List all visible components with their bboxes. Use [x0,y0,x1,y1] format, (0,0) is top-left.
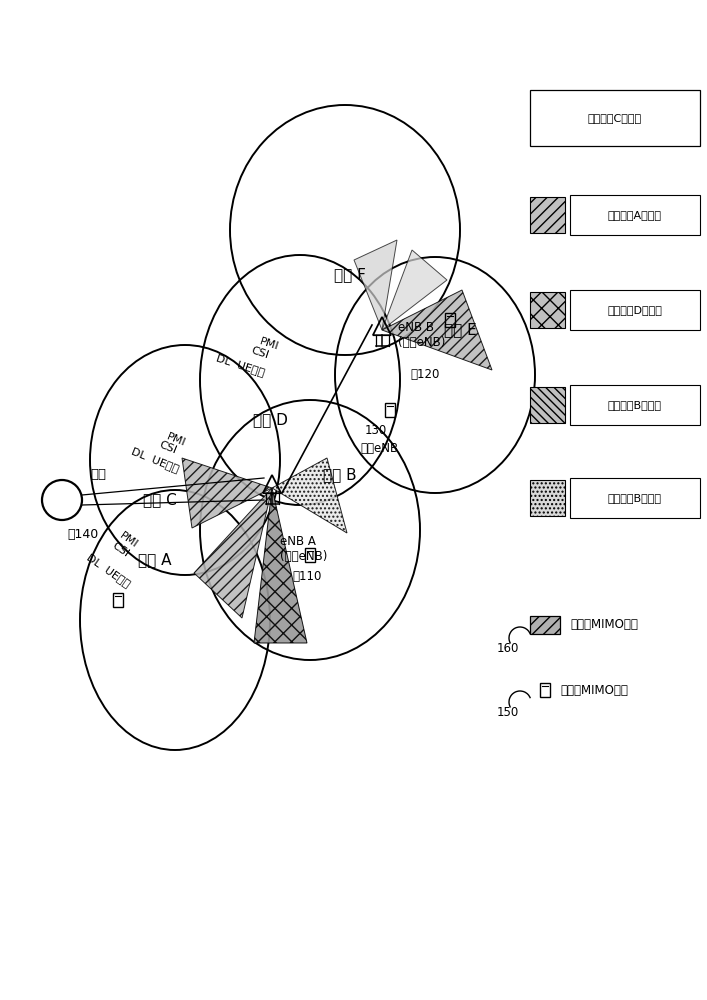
Text: 小区 D: 小区 D [252,412,288,428]
Text: ～140: ～140 [67,528,98,542]
Text: 130: 130 [365,424,387,436]
Bar [530,90,700,146]
Text: PMI: PMI [118,530,140,550]
Text: DL  UE数据: DL UE数据 [215,352,266,378]
Polygon shape [272,458,347,533]
Text: ～110: ～110 [292,570,322,583]
Bar [570,290,700,330]
Text: DL  UE数据: DL UE数据 [130,446,180,474]
Text: PMI: PMI [258,336,280,352]
Text: CSI: CSI [158,440,179,456]
Bar [385,403,395,417]
Text: 来自小区B的信号: 来自小区B的信号 [608,400,662,410]
Polygon shape [254,488,307,643]
Bar [530,292,565,328]
Text: CSI: CSI [110,541,131,559]
Text: 小区 E: 小区 E [443,322,477,338]
Text: 160: 160 [497,642,519,654]
Polygon shape [382,290,492,370]
Text: 来自小区C的信号: 来自小区C的信号 [588,113,642,123]
Text: DL  UE数据: DL UE数据 [85,552,132,588]
Text: 多小区MIMO用户: 多小区MIMO用户 [570,618,638,632]
Polygon shape [194,488,272,618]
Polygon shape [382,250,447,330]
Bar [113,593,122,607]
Text: 来自小区A的信号: 来自小区A的信号 [608,210,662,220]
Text: 来自小区B的信号: 来自小区B的信号 [608,493,662,503]
Polygon shape [182,458,272,528]
Bar [570,385,700,425]
Text: PMI: PMI [165,432,187,448]
Text: eNB A
(内部eNB): eNB A (内部eNB) [280,535,327,563]
Bar [570,478,700,518]
Bar [570,195,700,235]
Text: 小区 B: 小区 B [323,468,357,483]
Text: ～120: ～120 [410,368,439,381]
Bar [445,313,455,327]
Text: CSI: CSI [250,345,270,361]
Text: 小区 F: 小区 F [334,267,366,282]
Text: 小区 A: 小区 A [139,552,172,568]
Text: 之间eNB: 之间eNB [360,442,398,454]
Polygon shape [354,240,397,330]
Text: 来自小区D的信号: 来自小区D的信号 [607,305,662,315]
Bar [530,480,565,516]
Text: 150: 150 [497,706,519,718]
Text: 小区 C: 小区 C [143,492,177,508]
Text: 回程: 回程 [90,468,106,482]
Text: eNB B
(内部eNB): eNB B (内部eNB) [398,321,445,349]
Text: 单小区MIMO用户: 单小区MIMO用户 [560,684,628,696]
Bar [540,683,549,697]
Bar [530,197,565,233]
Bar [530,387,565,423]
Bar [305,548,315,562]
Bar [530,616,560,634]
